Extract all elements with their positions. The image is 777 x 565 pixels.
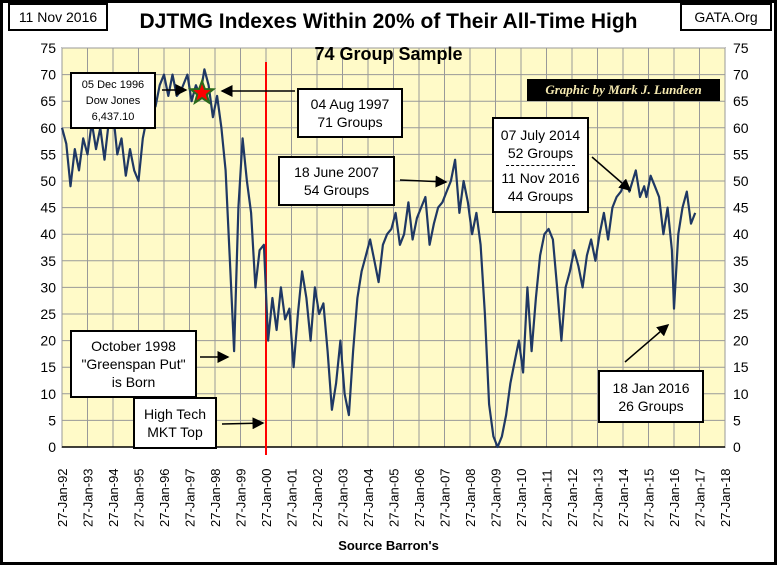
y-tick-label: 65 [733, 93, 749, 109]
annotation-text: MKT Top [147, 424, 203, 440]
annotation-high-tech: High Tech MKT Top [133, 397, 217, 449]
annotation-jan-2016: 18 Jan 2016 26 Groups [598, 370, 704, 423]
credit-label: Graphic by Mark J. Lundeen [527, 79, 720, 101]
arrow [624, 324, 670, 363]
star-icon [187, 78, 217, 106]
annotation-text: 44 Groups [507, 187, 574, 204]
annotation-july-2014: 07 July 2014 52 Groups 11 Nov 2016 44 Gr… [492, 117, 589, 213]
annotation-text: 04 Aug 1997 [310, 96, 390, 112]
annotation-text: 52 Groups [507, 144, 574, 161]
x-tick-label: 27-Jan-02 [310, 468, 325, 527]
y-tick-label: 10 [733, 386, 749, 402]
annotation-june-2007: 18 June 2007 54 Groups [278, 156, 395, 206]
x-tick-label: 27-Jan-03 [336, 468, 351, 527]
y-tick-label: 35 [733, 253, 749, 269]
annotation-text: October 1998 [91, 338, 176, 354]
x-tick-label: 27-Jan-07 [438, 468, 453, 527]
y-tick-label: 45 [40, 200, 56, 216]
data-line [60, 68, 697, 449]
y-tick-label: 15 [733, 359, 749, 375]
annotation-text: 18 June 2007 [294, 164, 379, 180]
site-box: GATA.Org [680, 3, 772, 31]
annotation-text: 11 Nov 2016 [501, 169, 580, 186]
x-tick-label: 27-Jan-11 [540, 469, 555, 527]
x-tick-label: 27-Jan-15 [642, 468, 657, 527]
y-tick-label: 10 [40, 386, 56, 402]
y-tick-label: 75 [40, 40, 56, 56]
x-tick-label: 27-Jan-95 [132, 468, 147, 527]
arrow [591, 156, 632, 191]
annotation-text: High Tech [143, 406, 206, 422]
x-tick-label: 27-Jan-96 [157, 468, 172, 527]
y-tick-label: 25 [40, 306, 56, 322]
x-tick-label: 27-Jan-13 [591, 468, 606, 527]
x-tick-label: 27-Jan-10 [514, 468, 529, 527]
y-tick-label: 5 [733, 412, 741, 428]
annotation-text: 26 Groups [618, 397, 684, 414]
annotation-text: Dow Jones [85, 94, 141, 107]
y-tick-label: 75 [733, 40, 749, 56]
y-tick-label: 65 [40, 93, 56, 109]
x-tick-label: 27-Jan-94 [106, 468, 121, 527]
x-tick-label: 27-Jan-09 [489, 468, 504, 527]
annotation-divider [506, 164, 575, 166]
x-tick-label: 27-Jan-98 [208, 468, 223, 527]
y-tick-label: 30 [733, 279, 749, 295]
x-tick-label: 27-Jan-01 [285, 468, 300, 527]
annotation-text: 07 July 2014 [500, 126, 581, 143]
x-tick-label: 27-Jan-93 [81, 468, 96, 527]
x-tick-label: 27-Jan-18 [718, 468, 733, 527]
date-box: 11 Nov 2016 [8, 3, 108, 31]
x-tick-label: 27-Jan-08 [463, 468, 478, 527]
y-tick-label: 30 [40, 279, 56, 295]
annotation-text: 6,437.10 [91, 110, 135, 123]
y-tick-label: 45 [733, 200, 749, 216]
x-tick-label: 27-Jan-00 [259, 468, 274, 527]
y-tick-label: 70 [40, 67, 56, 83]
x-tick-label: 27-Jan-16 [667, 468, 682, 527]
x-tick-label: 27-Jan-17 [693, 468, 708, 527]
y-tick-label: 5 [48, 412, 56, 428]
y-tick-label: 20 [40, 333, 56, 349]
y-tick-label: 50 [733, 173, 749, 189]
x-tick-label: 27-Jan-99 [234, 468, 249, 527]
x-tick-label: 27-Jan-04 [361, 468, 376, 527]
y-tick-label: 70 [733, 67, 749, 83]
arrow [221, 417, 265, 430]
x-tick-label: 27-Jan-05 [387, 468, 402, 527]
annotation-aug-1997: 04 Aug 1997 71 Groups [297, 88, 403, 138]
x-tick-label: 27-Jan-06 [412, 468, 427, 527]
chart-subtitle: 74 Group Sample [314, 44, 463, 64]
annotation-text: 71 Groups [317, 114, 383, 130]
y-tick-label: 0 [48, 439, 56, 455]
annotation-dec-1996: 05 Dec 1996 Dow Jones 6,437.10 [70, 72, 156, 129]
chart-title: DJTMG Indexes Within 20% of Their All-Ti… [139, 10, 638, 33]
annotation-text: 05 Dec 1996 [81, 78, 145, 91]
annotation-text: is Born [111, 374, 156, 390]
annotation-text: 18 Jan 2016 [612, 379, 690, 396]
y-tick-label: 60 [733, 120, 749, 136]
y-tick-label: 55 [733, 146, 749, 162]
y-tick-label: 50 [40, 173, 56, 189]
x-tick-label: 27-Jan-97 [183, 468, 198, 527]
annotation-text: 54 Groups [303, 182, 370, 198]
y-tick-label: 40 [40, 226, 56, 242]
y-tick-label: 20 [733, 333, 749, 349]
x-axis-label: Source Barron's [338, 538, 439, 553]
x-tick-label: 27-Jan-12 [565, 468, 580, 527]
y-tick-label: 25 [733, 306, 749, 322]
annotation-text: "Greenspan Put" [81, 356, 186, 372]
x-tick-label: 27-Jan-14 [616, 468, 631, 527]
y-tick-label: 55 [40, 146, 56, 162]
y-tick-label: 60 [40, 120, 56, 136]
y-tick-label: 15 [40, 359, 56, 375]
y-tick-label: 40 [733, 226, 749, 242]
y-tick-label: 0 [733, 439, 741, 455]
y-tick-label: 35 [40, 253, 56, 269]
x-tick-label: 27-Jan-92 [55, 468, 70, 527]
annotation-oct-1998: October 1998 "Greenspan Put" is Born [70, 330, 197, 398]
arrow [399, 175, 448, 188]
